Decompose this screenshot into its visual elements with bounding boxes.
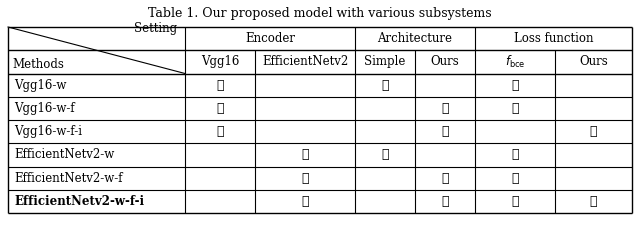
Text: EfficientNetv2-w-f-i: EfficientNetv2-w-f-i bbox=[14, 195, 144, 208]
Text: ✓: ✓ bbox=[381, 148, 388, 161]
Text: ✓: ✓ bbox=[441, 195, 449, 208]
Text: ✓: ✓ bbox=[511, 102, 519, 115]
Text: ✓: ✓ bbox=[441, 172, 449, 185]
Text: Vgg16: Vgg16 bbox=[201, 55, 239, 68]
Text: ✓: ✓ bbox=[589, 195, 597, 208]
Text: ✓: ✓ bbox=[301, 195, 308, 208]
Text: Vgg16-w-f-i: Vgg16-w-f-i bbox=[14, 125, 82, 138]
Text: EfficientNetv2: EfficientNetv2 bbox=[262, 55, 348, 68]
Text: ✓: ✓ bbox=[216, 79, 224, 92]
Text: ✓: ✓ bbox=[511, 172, 519, 185]
Text: Vgg16-w-f: Vgg16-w-f bbox=[14, 102, 75, 115]
Text: ✓: ✓ bbox=[589, 125, 597, 138]
Text: EfficientNetv2-w-f: EfficientNetv2-w-f bbox=[14, 172, 122, 185]
Text: ✓: ✓ bbox=[511, 79, 519, 92]
Text: ✓: ✓ bbox=[301, 172, 308, 185]
Text: ✓: ✓ bbox=[511, 195, 519, 208]
Text: Setting: Setting bbox=[134, 22, 177, 35]
Text: ✓: ✓ bbox=[381, 79, 388, 92]
Text: Simple: Simple bbox=[364, 55, 406, 68]
Text: Architecture: Architecture bbox=[378, 32, 452, 45]
Text: $f_{\mathrm{bce}}$: $f_{\mathrm{bce}}$ bbox=[505, 54, 525, 70]
Text: ✓: ✓ bbox=[301, 148, 308, 161]
Text: Methods: Methods bbox=[12, 58, 64, 72]
Text: ✓: ✓ bbox=[511, 148, 519, 161]
Text: ✓: ✓ bbox=[441, 125, 449, 138]
Text: Vgg16-w: Vgg16-w bbox=[14, 79, 67, 92]
Text: Ours: Ours bbox=[431, 55, 460, 68]
Text: ✓: ✓ bbox=[441, 102, 449, 115]
Text: Loss function: Loss function bbox=[514, 32, 593, 45]
Text: ✓: ✓ bbox=[216, 125, 224, 138]
Text: Encoder: Encoder bbox=[245, 32, 295, 45]
Text: Ours: Ours bbox=[579, 55, 608, 68]
Text: Table 1. Our proposed model with various subsystems: Table 1. Our proposed model with various… bbox=[148, 7, 492, 20]
Text: ✓: ✓ bbox=[216, 102, 224, 115]
Text: EfficientNetv2-w: EfficientNetv2-w bbox=[14, 148, 115, 161]
